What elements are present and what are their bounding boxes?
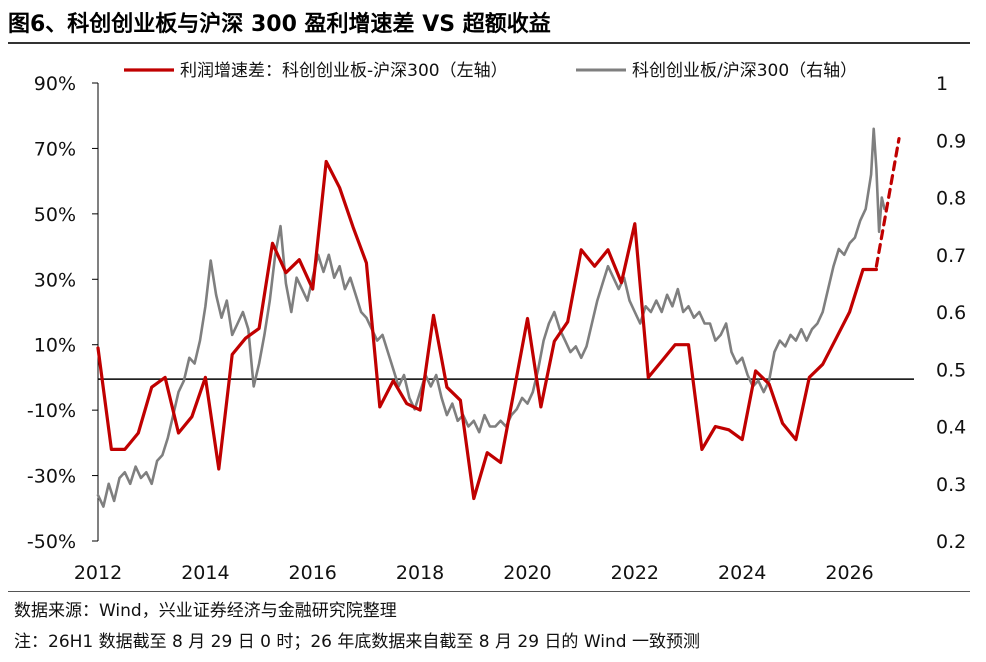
- legend: 利润增速差：科创创业板-沪深300（左轴） 科创创业板/沪深300（右轴）: [124, 61, 857, 81]
- right-axis-tick-label: 0.6: [936, 302, 966, 324]
- right-axis-tick-label: 0.5: [936, 359, 966, 381]
- left-axis-tick-label: 30%: [34, 269, 76, 291]
- right-axis-tick-label: 0.2: [936, 531, 966, 553]
- profit-diff-line: [874, 137, 901, 268]
- page-title: 图6、科创创业板与沪深 300 盈利增速差 VS 超额收益: [8, 12, 551, 37]
- axes-layer: 90% 70% 50% 30% 10% -10% -30% -50% 1 0.9 0.8 0.7 0.6…: [27, 73, 966, 584]
- legend-label-profit-diff: 利润增速差：科创创业板-沪深300（左轴）: [180, 61, 508, 81]
- ratio-line: [96, 159, 878, 501]
- right-axis-tick-label: 0.3: [936, 474, 966, 496]
- left-axis-tick-label: -50%: [27, 531, 76, 553]
- source-note: 数据来源：Wind，兴业证券经济与金融研究院整理: [14, 601, 397, 621]
- title-divider: [8, 42, 970, 44]
- legend-label-ratio: 科创创业板/沪深300（右轴）: [632, 61, 857, 81]
- x-axis-tick-label: 2026: [825, 562, 873, 584]
- x-axis-tick-label: 2016: [289, 562, 337, 584]
- left-axis-tick-label: 90%: [34, 73, 76, 95]
- footnote: 注：26H1 数据截至 8 月 29 日 0 时；26 年底数据来自截至 8 月…: [14, 632, 700, 652]
- x-axis-tick-label: 2024: [718, 562, 766, 584]
- right-axis-tick-label: 0.8: [936, 188, 966, 210]
- right-axis-tick-label: 0.7: [936, 245, 966, 267]
- x-axis-tick-label: 2020: [503, 562, 551, 584]
- right-axis-tick-label: 1: [936, 73, 948, 95]
- x-axis-tick-label: 2012: [74, 562, 122, 584]
- left-axis-tick-label: -30%: [27, 466, 76, 488]
- left-axis-tick-label: 70%: [34, 138, 76, 160]
- x-axis-tick-label: 2018: [396, 562, 444, 584]
- profit-forecast-line: [96, 127, 886, 508]
- x-axis-tick-label: 2022: [611, 562, 659, 584]
- left-axis-tick-label: 50%: [34, 204, 76, 226]
- left-axis-tick-label: 10%: [34, 335, 76, 357]
- series-layer: [96, 127, 901, 508]
- chart-area: 90% 70% 50% 30% 10% -10% -30% -50% 1 0.9 0.8 0.7 0.6…: [27, 61, 966, 584]
- x-axis-tick-label: 2014: [181, 562, 229, 584]
- right-axis-tick-label: 0.9: [936, 130, 966, 152]
- right-axis-tick-label: 0.4: [936, 417, 966, 439]
- left-axis-tick-label: -10%: [27, 400, 76, 422]
- footer-divider: [8, 591, 970, 592]
